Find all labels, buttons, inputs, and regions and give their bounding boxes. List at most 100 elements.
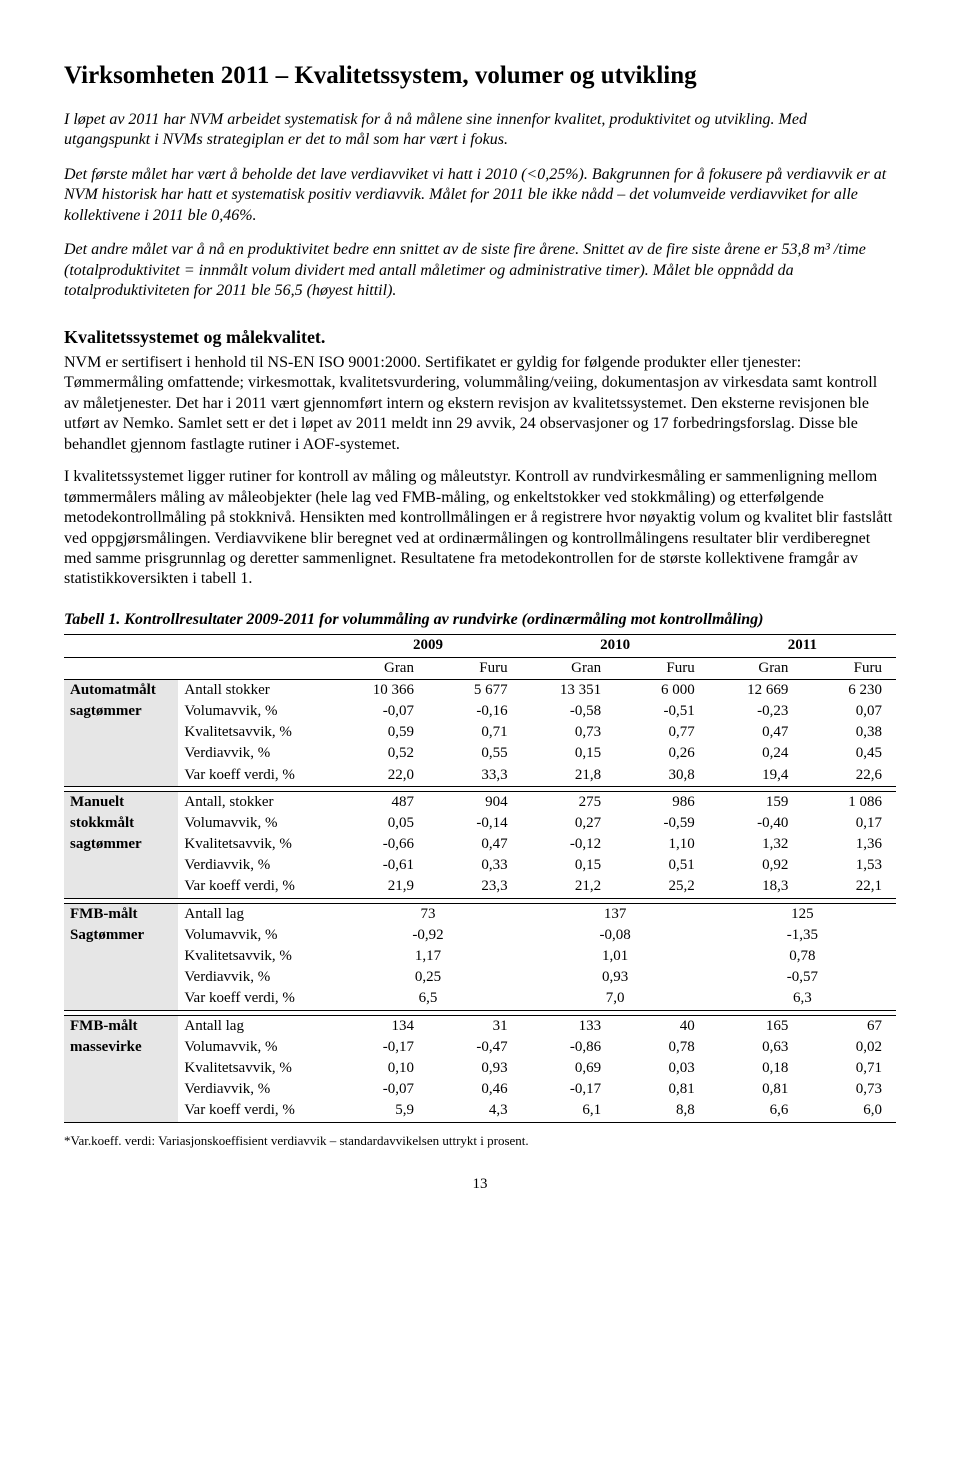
data-cell: 0,71 xyxy=(428,722,522,743)
data-cell: 33,3 xyxy=(428,765,522,787)
data-cell: 133 xyxy=(522,1015,616,1037)
data-cell: 6,3 xyxy=(709,988,896,1010)
intro-paragraph-2: Det første målet har vært å beholde det … xyxy=(64,165,896,226)
data-cell: -0,08 xyxy=(522,925,709,946)
data-cell: 10 366 xyxy=(334,679,428,701)
table-row: Verdiavvik, %0,250,93-0,57 xyxy=(64,967,896,988)
data-cell: -0,51 xyxy=(615,701,709,722)
body-paragraph-2: I kvalitetssystemet ligger rutiner for k… xyxy=(64,467,896,590)
data-cell: 0,18 xyxy=(709,1058,803,1079)
metric-label: Var koeff verdi, % xyxy=(178,1100,334,1122)
table-row: Kvalitetsavvik, %1,171,010,78 xyxy=(64,946,896,967)
data-cell: 1,01 xyxy=(522,946,709,967)
data-cell: 22,6 xyxy=(802,765,896,787)
data-cell: 6,1 xyxy=(522,1100,616,1122)
data-cell: 0,81 xyxy=(615,1079,709,1100)
group-label: sagtømmer xyxy=(64,701,178,722)
data-cell: 0,81 xyxy=(709,1079,803,1100)
data-cell: 6 230 xyxy=(802,679,896,701)
data-cell: -0,58 xyxy=(522,701,616,722)
table-row: Kvalitetsavvik, %0,100,930,690,030,180,7… xyxy=(64,1058,896,1079)
data-cell: -1,35 xyxy=(709,925,896,946)
data-cell: 125 xyxy=(709,903,896,925)
metric-label: Antall stokker xyxy=(178,679,334,701)
metric-label: Verdiavvik, % xyxy=(178,855,334,876)
data-cell: 0,59 xyxy=(334,722,428,743)
data-cell: 23,3 xyxy=(428,876,522,898)
group-label: Automatmålt xyxy=(64,679,178,701)
data-cell: 0,63 xyxy=(709,1037,803,1058)
group-label xyxy=(64,988,178,1010)
group-label xyxy=(64,876,178,898)
data-cell: 0,73 xyxy=(802,1079,896,1100)
data-cell: -0,17 xyxy=(334,1037,428,1058)
data-cell: 159 xyxy=(709,791,803,813)
data-cell: 0,47 xyxy=(428,834,522,855)
group-label xyxy=(64,967,178,988)
metric-label: Kvalitetsavvik, % xyxy=(178,722,334,743)
data-cell: 0,26 xyxy=(615,743,709,764)
data-cell: 0,93 xyxy=(428,1058,522,1079)
data-cell: 22,1 xyxy=(802,876,896,898)
data-cell: 5,9 xyxy=(334,1100,428,1122)
table-row: massevirkeVolumavvik, %-0,17-0,47-0,860,… xyxy=(64,1037,896,1058)
data-cell: 0,02 xyxy=(802,1037,896,1058)
data-cell: 73 xyxy=(334,903,521,925)
data-cell: 1,53 xyxy=(802,855,896,876)
data-cell: 6,0 xyxy=(802,1100,896,1122)
metric-label: Kvalitetsavvik, % xyxy=(178,1058,334,1079)
data-cell: 986 xyxy=(615,791,709,813)
group-label: massevirke xyxy=(64,1037,178,1058)
data-cell: 0,03 xyxy=(615,1058,709,1079)
data-cell: 0,78 xyxy=(709,946,896,967)
data-cell: 18,3 xyxy=(709,876,803,898)
data-cell: 275 xyxy=(522,791,616,813)
table-row: Var koeff verdi, %5,94,36,18,86,66,0 xyxy=(64,1100,896,1122)
data-cell: 0,46 xyxy=(428,1079,522,1100)
data-cell: 0,73 xyxy=(522,722,616,743)
data-cell: 134 xyxy=(334,1015,428,1037)
data-cell: 0,93 xyxy=(522,967,709,988)
data-cell: 19,4 xyxy=(709,765,803,787)
table-row: Verdiavvik, %-0,070,46-0,170,810,810,73 xyxy=(64,1079,896,1100)
data-cell: -0,86 xyxy=(522,1037,616,1058)
data-cell: -0,12 xyxy=(522,834,616,855)
data-cell: 21,2 xyxy=(522,876,616,898)
metric-label: Kvalitetsavvik, % xyxy=(178,946,334,967)
year-2010: 2010 xyxy=(522,635,709,657)
data-cell: 0,17 xyxy=(802,813,896,834)
group-label xyxy=(64,765,178,787)
data-cell: 0,45 xyxy=(802,743,896,764)
data-cell: 0,78 xyxy=(615,1037,709,1058)
data-cell: -0,14 xyxy=(428,813,522,834)
data-cell: 0,55 xyxy=(428,743,522,764)
page-title: Virksomheten 2011 – Kvalitetssystem, vol… xyxy=(64,60,896,92)
data-cell: 0,47 xyxy=(709,722,803,743)
data-cell: 0,27 xyxy=(522,813,616,834)
table-row: Verdiavvik, %0,520,550,150,260,240,45 xyxy=(64,743,896,764)
metric-label: Antall, stokker xyxy=(178,791,334,813)
data-cell: 0,77 xyxy=(615,722,709,743)
metric-label: Var koeff verdi, % xyxy=(178,765,334,787)
data-cell: 13 351 xyxy=(522,679,616,701)
table-row: Verdiavvik, %-0,610,330,150,510,921,53 xyxy=(64,855,896,876)
data-cell: -0,40 xyxy=(709,813,803,834)
body-paragraph-1: NVM er sertifisert i henhold til NS-EN I… xyxy=(64,353,896,455)
data-cell: -0,61 xyxy=(334,855,428,876)
table-row: stokkmåltVolumavvik, %0,05-0,140,27-0,59… xyxy=(64,813,896,834)
table-row: ManueltAntall, stokker4879042759861591 0… xyxy=(64,791,896,813)
data-cell: -0,59 xyxy=(615,813,709,834)
group-label xyxy=(64,722,178,743)
data-cell: 1 086 xyxy=(802,791,896,813)
section-heading: Kvalitetssystemet og målekvalitet. xyxy=(64,326,896,349)
data-cell: 0,10 xyxy=(334,1058,428,1079)
data-cell: 1,17 xyxy=(334,946,521,967)
metric-label: Verdiavvik, % xyxy=(178,1079,334,1100)
year-2009: 2009 xyxy=(334,635,521,657)
data-cell: -0,16 xyxy=(428,701,522,722)
metric-label: Volumavvik, % xyxy=(178,813,334,834)
table-row: Kvalitetsavvik, %0,590,710,730,770,470,3… xyxy=(64,722,896,743)
data-cell: 1,10 xyxy=(615,834,709,855)
data-cell: 40 xyxy=(615,1015,709,1037)
table-row: sagtømmerVolumavvik, %-0,07-0,16-0,58-0,… xyxy=(64,701,896,722)
